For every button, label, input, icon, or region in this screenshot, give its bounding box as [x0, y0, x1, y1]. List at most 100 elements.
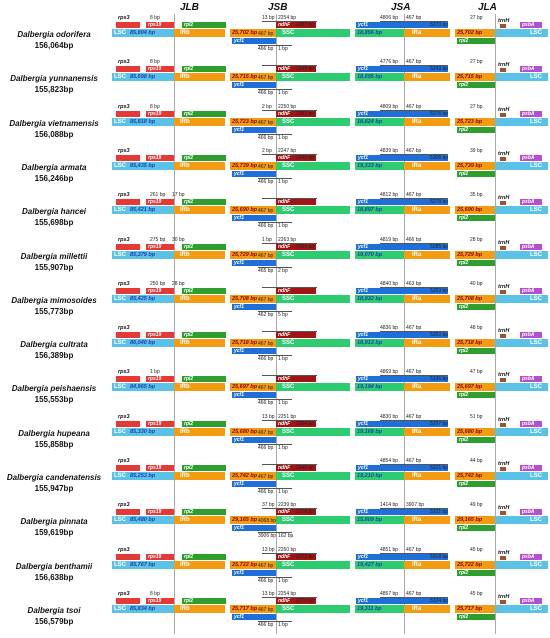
irb-bar-right: [230, 427, 276, 436]
rps19-gene: rps19: [146, 110, 174, 117]
ssc-label: SSC: [282, 340, 295, 347]
irb-bar: [174, 427, 225, 436]
trnh-gene: [500, 511, 506, 516]
rpl2-gene-ira: rpl2: [457, 613, 495, 620]
psba-gene: psbA: [520, 376, 542, 383]
ycf1-ira-length: 5303 bp: [430, 287, 449, 294]
ycf1-ira-length: 5285 bp: [430, 243, 449, 250]
ira-label: IRa: [412, 428, 422, 435]
ndhf-length: 2264 bp: [296, 420, 315, 427]
ycf1-ssc-length: 467 bp: [258, 296, 274, 303]
rpl2-gene-ira: rpl2: [457, 569, 495, 576]
ira-bar-right: [455, 472, 495, 480]
species-row: Dalbergia odorifera 156,064bp LSC 85,804 bp…: [0, 14, 550, 58]
ycf1-ssc-length: 467 bp: [258, 31, 274, 37]
genome-length: 155,823bp: [34, 85, 74, 95]
irb-bar-right: [230, 250, 276, 259]
irb-bar-right: [230, 472, 276, 480]
lsc-label: LSC: [114, 162, 126, 169]
rps3-gene: [116, 332, 140, 339]
ndhf-length: 2249 bp: [296, 66, 315, 73]
species-row: Dalbergia peishaensis 155,553bp LSC 84,965 …: [0, 368, 550, 412]
lsc-bar-right: [495, 604, 548, 613]
lsc-bar-right: [495, 516, 548, 525]
rps3-label: rps3: [118, 590, 130, 597]
jsa-right: 3907 bp: [406, 502, 425, 509]
ssc-bar: [276, 73, 350, 82]
jsa-right: 467 bp: [406, 369, 422, 376]
irb-label: IRb: [180, 74, 190, 81]
jsa-right: 467 bp: [406, 147, 422, 154]
jsb-ruler: [262, 21, 317, 22]
lsc-label: LSC: [114, 384, 126, 391]
irb-ycf1-a: 466 bp: [258, 577, 274, 584]
rps3-gene: [116, 66, 140, 73]
ndhf-length: 2276 bp: [296, 597, 315, 604]
irb-ycf1-a: 462 bp: [258, 311, 274, 318]
ssc-bar: [276, 250, 350, 259]
trnh-label: trnH: [498, 18, 510, 24]
irb-ycf1-a: 466 bp: [258, 444, 274, 451]
ira-bar: [404, 73, 450, 82]
irb-bar: [174, 250, 225, 259]
ssc-bar: [276, 29, 350, 37]
ycf1-ira-length: 5276 bp: [430, 110, 449, 117]
header-jsa: JSA: [391, 2, 411, 13]
rps19-gene: rps19: [146, 465, 174, 471]
ycf1-ira-length: 5321 bp: [430, 509, 449, 516]
ycf1-gene-ira: [404, 509, 448, 516]
jsa-left: 4851 bp: [380, 546, 399, 553]
ndhf-gene: ndhF: [276, 66, 316, 73]
ssc-label: SSC: [282, 428, 295, 435]
irb-bar-right: [230, 560, 276, 569]
species-row: Dalbergia pinnata 159,619bp LSC 85,480 bp IR…: [0, 501, 550, 545]
ssc-bar: [276, 472, 350, 480]
ssc-label: SSC: [282, 118, 295, 125]
lsc-label-right: LSC: [530, 207, 542, 214]
ira-label: IRa: [412, 605, 422, 612]
jsb-ruler: [262, 375, 317, 377]
lsc-length: 85,435 bp: [130, 162, 156, 169]
irb-ycf1-b: 1 bp: [278, 134, 288, 141]
header-jla: JLA: [478, 2, 497, 13]
ssc-bar: [276, 560, 350, 569]
rps3-gene: [116, 287, 140, 294]
ssc-length: 18,897 bp: [357, 207, 383, 214]
psba-gene: psbA: [520, 465, 542, 471]
lsc-bar-right: [495, 560, 548, 569]
jsb-ruler: [262, 65, 317, 67]
trnh-gene: [500, 422, 506, 427]
jsa-left: 4812 bp: [380, 192, 399, 199]
lsc-bar: [112, 29, 174, 37]
species-name: Dalbergia cultrata: [20, 340, 88, 350]
irb-ycf1-a: 3906 bp: [258, 533, 277, 540]
jsa-ruler: [380, 242, 448, 244]
irb-bar-right: [230, 206, 276, 215]
jlb-distance-2: 30 bp: [172, 236, 185, 243]
ssc-length: 19,168 bp: [357, 428, 383, 435]
ycf1-ira-length: 5243 bp: [430, 66, 449, 73]
trnh-gene: [500, 245, 506, 250]
irb-label: IRb: [180, 473, 190, 479]
ssc-bar-right: [355, 117, 404, 126]
psba-gene: psbA: [520, 332, 542, 339]
ycf1-gene-ira: [404, 332, 448, 339]
ssc-bar-right: [355, 383, 404, 392]
rpl2-gene-ira: rpl2: [457, 170, 495, 177]
ira-bar-right: [455, 516, 495, 525]
junction-line-jsb: [276, 14, 277, 634]
ycf1-gene-irb: ycf1: [232, 613, 276, 620]
irb-ycf1-b: 162 bp: [278, 533, 294, 540]
lsc-length: 85,421 bp: [130, 207, 156, 214]
species-name: Dalbergia millettii: [20, 251, 88, 261]
ndhf-length: 2276 bp: [296, 509, 315, 516]
jlb-distance: 250 bp: [150, 280, 166, 287]
ssc-bar: [276, 516, 350, 525]
jsa-right: 467 bp: [406, 59, 422, 66]
rps3-label: rps3: [118, 280, 130, 287]
rpl2-gene-ira: rpl2: [457, 392, 495, 399]
rps3-label: rps3: [118, 458, 130, 464]
ndhf-gene: ndhF: [276, 332, 316, 339]
rpl2-gene: rpl2: [182, 110, 226, 117]
ycf1-gene-irb: ycf1: [232, 348, 276, 355]
